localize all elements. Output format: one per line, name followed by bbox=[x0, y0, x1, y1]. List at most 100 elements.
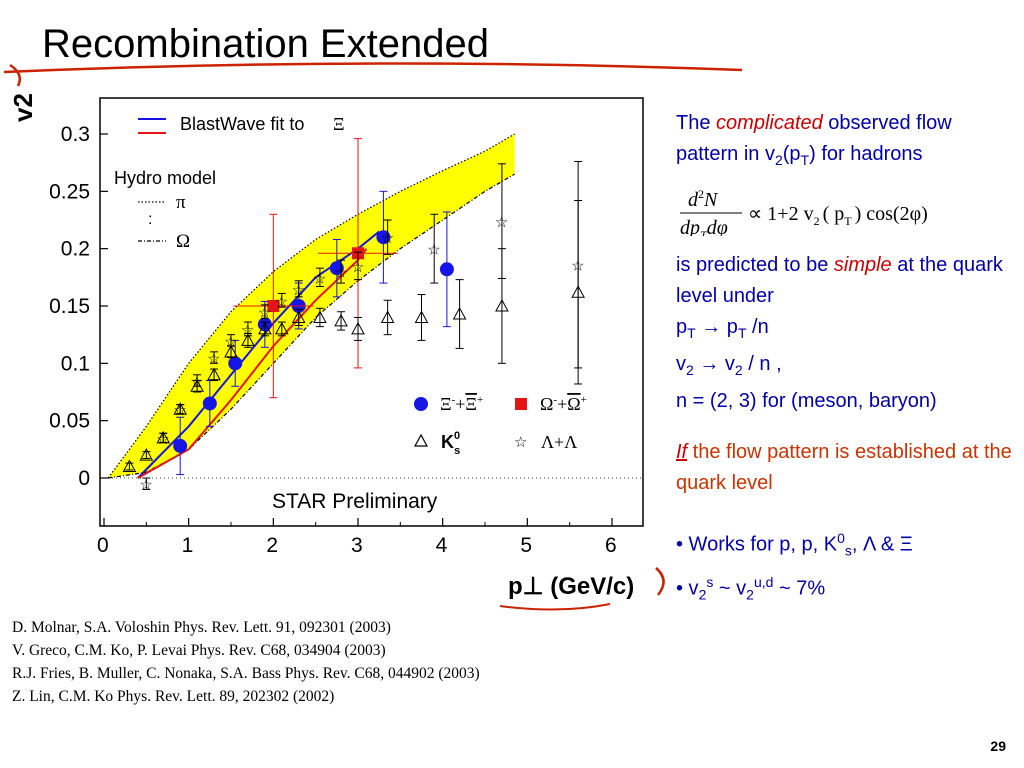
ks-point bbox=[274, 321, 289, 335]
legend-lambda-label: Λ+Λ bbox=[541, 432, 577, 452]
x-label-bracket bbox=[655, 567, 665, 596]
condition-text: If the flow pattern is established at th… bbox=[676, 441, 1012, 494]
y-tick-label: 0.25 bbox=[49, 180, 90, 203]
lambda-point: ☆ bbox=[258, 304, 271, 322]
lambda-point: ☆ bbox=[207, 350, 220, 368]
y-tick-label: 0.3 bbox=[61, 123, 90, 146]
reference-item: D. Molnar, S.A. Voloshin Phys. Rev. Lett… bbox=[12, 619, 391, 636]
y-tick-label: 0.15 bbox=[49, 295, 90, 318]
ks-point bbox=[291, 310, 306, 323]
star-preliminary-label: STAR Preliminary bbox=[272, 490, 438, 513]
x-tick-label: 5 bbox=[520, 534, 532, 557]
xi-point bbox=[202, 396, 217, 411]
scaling-rule-pt: pT → pT /n bbox=[676, 316, 769, 341]
legend-ks-label: K0 s bbox=[441, 430, 460, 457]
v2-chart-svg: ☆☆☆☆☆☆☆☆☆☆☆ ☆ ☆☆☆☆☆ 0 1 2 3 4 5 600.050.10.150.2… bbox=[8, 93, 665, 611]
ks-point bbox=[452, 306, 467, 320]
x-tick-label: 4 bbox=[436, 534, 448, 557]
plot-frame bbox=[99, 97, 644, 527]
legend-hydro-label: Hydro model bbox=[114, 168, 216, 188]
legend-xi-marker bbox=[414, 397, 428, 411]
x-tick-label: 2 bbox=[266, 534, 278, 557]
ks-point bbox=[241, 333, 255, 346]
ks-point bbox=[122, 459, 137, 473]
explanation-panel: The complicated observed flow pattern in… bbox=[676, 108, 1016, 610]
ks-point bbox=[207, 367, 221, 381]
legend-bottom: Ξ-+Ξ+ Ω-+Ω+ K0 s ☆ Λ+Λ bbox=[413, 394, 587, 457]
formula-denominator: dpTdφ bbox=[680, 217, 728, 236]
ks-point bbox=[224, 344, 238, 358]
lambda-point: ☆ bbox=[381, 229, 394, 247]
lambda-point: ☆ bbox=[351, 258, 364, 276]
y-tick-label: 0.05 bbox=[49, 410, 90, 433]
flow-formula: d2N dpTdφ ∝ 1+2 v2( pT) cos(2φ) bbox=[680, 187, 928, 242]
hydro-omega-curve bbox=[108, 173, 515, 479]
lambda-point: ☆ bbox=[156, 430, 169, 448]
x-tick-label: 1 bbox=[182, 534, 194, 557]
lambda-point: ☆ bbox=[427, 241, 440, 259]
axes-layer: 0 1 2 3 4 5 6 0 0.05 0.1 0.15 0.2 0.25 0.3 bbox=[49, 123, 643, 557]
xi-point bbox=[329, 261, 344, 276]
lambda-point: ☆ bbox=[173, 401, 186, 419]
lambda-point: ☆ bbox=[275, 292, 288, 310]
lambda-point: ☆ bbox=[313, 269, 326, 287]
slide-title: Recombination Extended bbox=[42, 22, 489, 66]
xi-point bbox=[173, 438, 188, 453]
ks-point bbox=[495, 298, 509, 312]
title-underline-arc bbox=[3, 62, 743, 87]
lambda-point: ☆ bbox=[495, 213, 508, 231]
x-label-underline-arc bbox=[499, 603, 611, 611]
reference-item: V. Greco, C.M. Ko, P. Levai Phys. Rev. C… bbox=[12, 642, 386, 659]
omega-point bbox=[267, 300, 280, 312]
intro-text: The complicated observed flow pattern in… bbox=[676, 112, 952, 168]
reference-item: Z. Lin, C.M. Ko Phys. Rev. Lett. 89, 202… bbox=[12, 688, 335, 705]
data-marks-layer: ☆☆☆☆☆☆☆☆☆☆☆ ☆ ☆☆☆☆☆ bbox=[122, 138, 585, 494]
formula-rhs: ∝ 1+2 v2( pT) cos(2φ) bbox=[748, 203, 928, 228]
references: D. Molnar, S.A. Voloshin Phys. Rev. Lett… bbox=[12, 616, 480, 708]
xi-point bbox=[376, 230, 391, 245]
ks-point bbox=[258, 321, 272, 335]
xi-point bbox=[439, 262, 454, 277]
legend-lambda-marker: ☆ bbox=[514, 433, 527, 451]
legend-hydro-dots: : bbox=[148, 211, 152, 228]
legend-blastwave-symbol: Ξ bbox=[333, 114, 345, 134]
x-axis-label: p⊥ (GeV/c) bbox=[508, 573, 634, 600]
prediction-text: is predicted to be simple at the quark l… bbox=[676, 254, 1003, 307]
lambda-point: ☆ bbox=[224, 332, 237, 350]
y-tick-label: 0.1 bbox=[61, 352, 90, 375]
legend-omega-marker bbox=[515, 398, 527, 410]
ks-point bbox=[351, 321, 365, 335]
ks-point bbox=[414, 310, 429, 323]
legend-blastwave-label: BlastWave fit to bbox=[180, 114, 304, 134]
lambda-point: ☆ bbox=[571, 257, 584, 275]
legend-xi-label: Ξ-+Ξ+ bbox=[440, 394, 483, 414]
y-axis-label: v2 bbox=[8, 93, 38, 122]
legend-hydro-pi: π bbox=[176, 192, 186, 213]
y-tick-label: 0.2 bbox=[61, 238, 90, 261]
reference-item: R.J. Fries, B. Muller, C. Nonaka, S.A. B… bbox=[12, 665, 480, 682]
legend-omega-label: Ω-+Ω+ bbox=[540, 394, 587, 414]
ks-point bbox=[139, 448, 154, 461]
ks-point bbox=[334, 313, 348, 327]
scaling-rule-v2: v2 → v2 / n , bbox=[676, 353, 782, 378]
x-tick-label: 0 bbox=[97, 534, 109, 557]
legend-hydro-omega: Ω bbox=[176, 231, 190, 252]
x-tick-label: 6 bbox=[605, 534, 617, 557]
lambda-point: ☆ bbox=[190, 373, 203, 391]
xi-point bbox=[228, 356, 243, 371]
x-tick-label: 3 bbox=[351, 534, 363, 557]
lambda-point: ☆ bbox=[292, 281, 305, 299]
page-number: 29 bbox=[990, 738, 1006, 754]
ks-point bbox=[313, 310, 327, 323]
lambda-point: ☆ bbox=[241, 321, 254, 339]
bullet-works-for: • Works for p, p, K0s, Λ & Ξ bbox=[676, 530, 913, 559]
legend-ks-marker bbox=[413, 433, 429, 447]
quark-number-rule: n = (2, 3) for (meson, baryon) bbox=[676, 390, 937, 412]
lambda-point: ☆ bbox=[334, 264, 347, 282]
ks-point bbox=[380, 310, 395, 323]
lambda-point: ☆ bbox=[139, 476, 152, 494]
y-tick-label: 0 bbox=[78, 467, 90, 490]
formula-numerator: d2N bbox=[688, 187, 719, 211]
bullet-v2-ratio: • v2s ~ v2u,d ~ 7% bbox=[676, 573, 826, 603]
v2-chart: ☆ ☆ ☆ ☆ ☆ ☆ ☆ ☆ ☆ ☆ ☆ ☆ ☆ ☆ ☆ ☆ ☆ 0 1 2 3 4 5 6 0 0.05 0.1 0.15 0.2… bbox=[0, 90, 670, 620]
